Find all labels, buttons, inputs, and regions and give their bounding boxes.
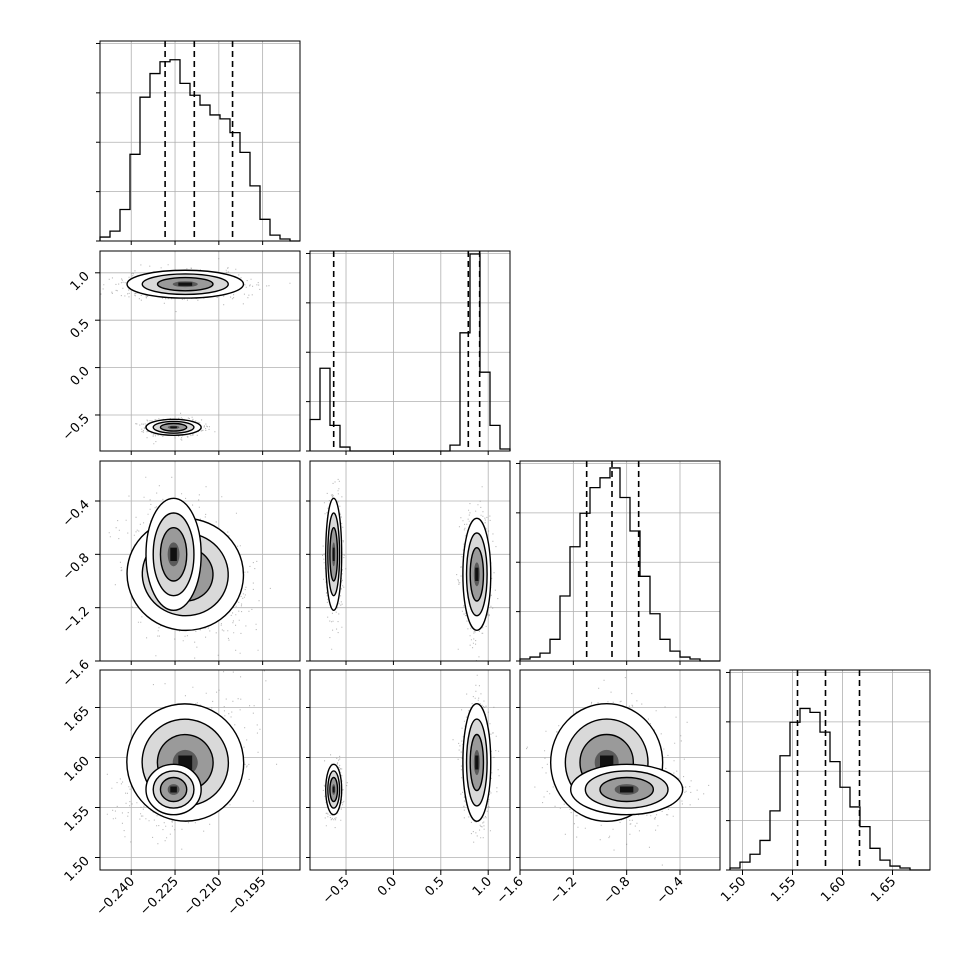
axes-frame: [519, 669, 721, 871]
y-tick-label: −0.5: [60, 411, 93, 444]
x-tick-label: −0.210: [181, 874, 226, 919]
axes-frame: [519, 460, 721, 662]
y-tick-label: 0.5: [68, 316, 93, 341]
x-tick-label: −1.2: [547, 874, 580, 907]
panel-content: [100, 461, 300, 661]
hist-panel-1: [306, 250, 511, 452]
x-tick-label: −0.240: [93, 874, 138, 919]
scatter-panel-3-0: [99, 669, 301, 871]
density-peak: [332, 786, 335, 793]
x-tick-label: −0.195: [225, 874, 270, 919]
x-tick-label: 0.0: [375, 874, 400, 899]
y-tick-label: −1.2: [60, 604, 93, 637]
axes-frame: [309, 460, 511, 662]
axes-frame: [99, 669, 301, 871]
scatter-panel-3-1: [309, 669, 511, 871]
x-tick-label: −0.5: [320, 874, 353, 907]
x-tick-label: −1.6: [494, 874, 527, 907]
density-peak: [475, 755, 479, 770]
y-tick-label: −1.6: [60, 657, 93, 690]
density-peak: [620, 786, 634, 793]
axes-frame: [309, 669, 511, 871]
y-tick-label: −0.4: [60, 497, 93, 530]
y-tick-label: 1.50: [62, 854, 93, 885]
axes-frame: [99, 460, 301, 662]
x-tick-label: −0.225: [137, 874, 182, 919]
panel-content: [520, 670, 720, 870]
scatter-panel-1-0: [99, 250, 301, 452]
x-tick-label: 1.55: [768, 874, 799, 905]
density-peak: [178, 282, 193, 286]
y-tick-label: 1.60: [62, 754, 93, 785]
histogram-step: [729, 707, 930, 871]
density-peak: [332, 547, 335, 561]
scatter-panel-2-0: [99, 460, 301, 662]
y-tick-label: −0.8: [60, 551, 93, 584]
y-tick-label: 1.65: [62, 704, 93, 735]
hist-panel-0: [96, 40, 301, 242]
axes-frame: [309, 250, 511, 452]
density-peak: [170, 426, 177, 429]
y-tick-label: 0.0: [68, 364, 93, 389]
x-tick-label: 1.50: [718, 874, 749, 905]
density-peak: [475, 567, 479, 581]
panel-content: [100, 251, 300, 451]
x-tick-label: 1.60: [818, 874, 849, 905]
histogram-step: [519, 467, 720, 662]
scatter-panel-3-2: [519, 669, 721, 871]
density-peak: [170, 547, 177, 561]
panel-content: [100, 670, 300, 870]
axes-frame: [99, 40, 301, 242]
y-tick-label: 1.0: [68, 269, 93, 294]
y-tick-label: 1.55: [62, 804, 93, 835]
x-tick-label: −0.8: [601, 874, 634, 907]
panel-content: [310, 461, 510, 661]
x-tick-label: 1.65: [868, 874, 899, 905]
panel-content: [310, 670, 510, 870]
histogram-step: [99, 59, 300, 242]
density-peak: [170, 786, 177, 793]
x-tick-label: −0.4: [654, 874, 687, 907]
x-tick-label: 0.5: [422, 874, 447, 899]
axes-frame: [729, 669, 931, 871]
scatter-panel-2-1: [309, 460, 511, 662]
hist-panel-2: [516, 460, 721, 662]
hist-panel-3: [726, 669, 931, 871]
x-tick-label: 1.0: [470, 874, 495, 899]
axes-frame: [99, 250, 301, 452]
